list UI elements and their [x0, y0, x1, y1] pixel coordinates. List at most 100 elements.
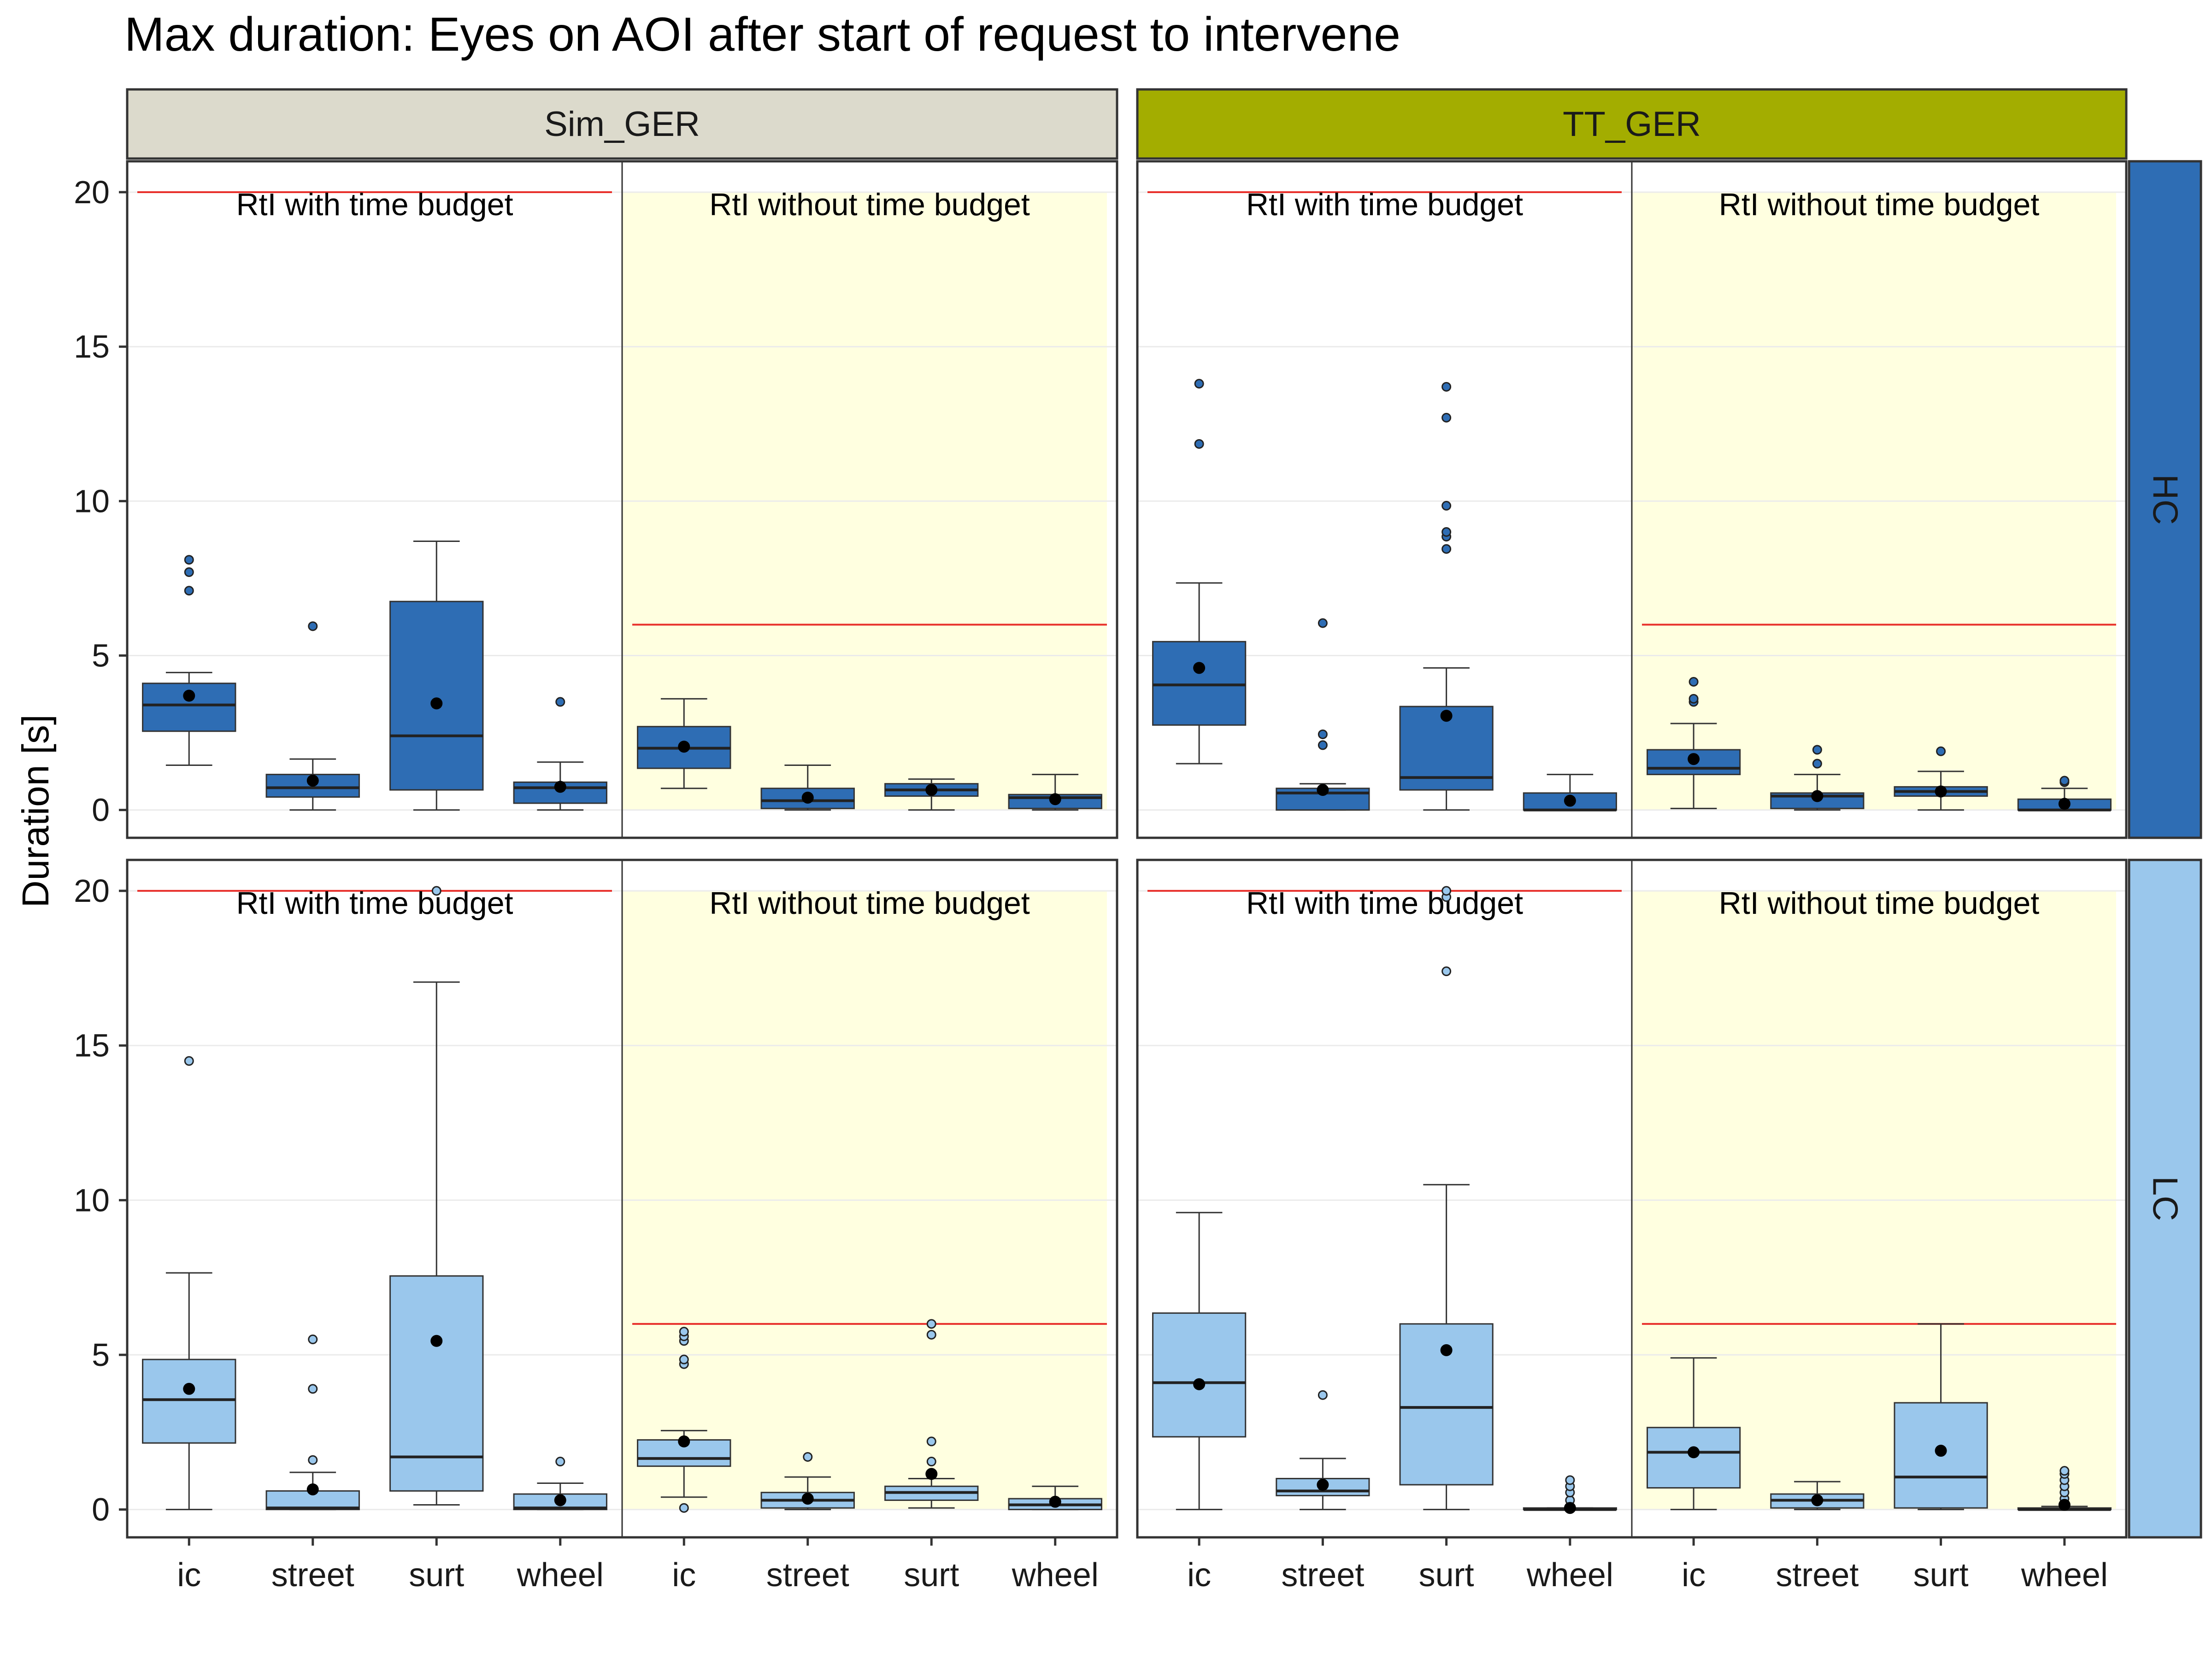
y-tick-label: 0	[92, 1492, 110, 1528]
chart-title: Max duration: Eyes on AOI after start of…	[124, 8, 1400, 61]
x-tick-label: street	[271, 1557, 354, 1594]
panel-border	[1136, 859, 2128, 1539]
mean-point	[1935, 785, 1947, 798]
mean-point	[2058, 798, 2071, 810]
iqr-box	[1152, 641, 1247, 726]
outlier-point	[1194, 439, 1204, 449]
y-tick-label: 0	[92, 792, 110, 828]
outlier-point	[431, 886, 441, 896]
x-tick-label: wheel	[517, 1557, 604, 1594]
mean-point	[1193, 1378, 1206, 1390]
outlier-point	[2059, 1466, 2070, 1476]
column-strip-label: TT_GER	[1563, 105, 1701, 144]
box-surt	[389, 886, 484, 1506]
outlier-point	[555, 1457, 565, 1467]
mean-point	[1317, 784, 1329, 796]
outlier-point	[1441, 412, 1452, 423]
outlier-point	[1688, 677, 1699, 687]
box-ic	[1152, 379, 1247, 765]
mean-point	[925, 784, 938, 796]
mean-point	[925, 1468, 938, 1480]
box-ic	[1647, 677, 1741, 809]
mean-point	[1811, 1494, 1824, 1506]
outlier-point	[926, 1436, 936, 1447]
box-surt	[884, 778, 979, 811]
x-tick-label: surt	[1913, 1557, 1969, 1594]
mean-point	[554, 781, 566, 793]
box-street	[1770, 1481, 1865, 1511]
column-strip	[126, 88, 1118, 160]
box-wheel	[2017, 776, 2112, 812]
mean-point	[1317, 1478, 1329, 1491]
condition-label: RtI without time budget	[709, 187, 1030, 222]
column-strip	[1136, 88, 2128, 160]
y-tick-label: 15	[74, 1028, 110, 1064]
row-strip	[2128, 859, 2202, 1539]
mean-point	[183, 1382, 195, 1395]
mean-point	[1688, 1446, 1700, 1459]
x-tick-label: surt	[904, 1557, 959, 1594]
box-wheel	[513, 697, 607, 811]
mean-point	[554, 1494, 566, 1506]
outlier-point	[926, 1457, 936, 1467]
iqr-box	[389, 600, 484, 791]
mean-point	[1564, 794, 1576, 807]
x-tick-label: ic	[177, 1557, 201, 1594]
outlier-point	[2059, 776, 2070, 786]
x-tick-label: ic	[1187, 1557, 1211, 1594]
box-wheel	[513, 1457, 607, 1511]
box-street	[265, 1334, 360, 1511]
outlier-point	[1441, 966, 1452, 977]
mean-point	[1688, 753, 1700, 765]
row-strip	[2128, 160, 2202, 839]
outlier-point	[1318, 1390, 1328, 1400]
x-tick-label: surt	[409, 1557, 464, 1594]
facet-subpanel: RtI with time budget	[1137, 886, 1632, 1514]
box-surt	[1894, 746, 1988, 811]
outlier-point	[1812, 759, 1822, 769]
outlier-point	[1318, 740, 1328, 750]
outlier-point	[679, 1503, 689, 1513]
box-ic	[142, 555, 236, 766]
outlier-point	[308, 1455, 318, 1465]
mean-point	[1049, 793, 1061, 806]
mean-point	[1440, 710, 1453, 722]
mean-point	[801, 791, 814, 804]
box-wheel	[1008, 1485, 1102, 1511]
facet-subpanel: RtI with time budget	[1137, 187, 1632, 812]
y-tick-label: 10	[74, 483, 110, 519]
x-tick-label: wheel	[1012, 1557, 1099, 1594]
box-surt	[1399, 886, 1494, 1511]
x-tick-label: wheel	[1526, 1557, 1613, 1594]
mean-point	[183, 689, 195, 702]
outlier-point	[308, 1384, 318, 1394]
mean-point	[1811, 790, 1824, 802]
x-tick-label: ic	[672, 1557, 696, 1594]
box-street	[1770, 745, 1865, 811]
condition-label: RtI without time budget	[1719, 187, 2040, 222]
mean-point	[306, 1483, 319, 1495]
mean-point	[430, 697, 443, 710]
mean-point	[1049, 1495, 1061, 1508]
plot-area: Sim_GER TT_GER HC LC 0 5 10 15 20 0 5 10 15 20 RtI wit…	[74, 88, 2202, 1594]
box-surt	[389, 540, 484, 811]
mean-point	[306, 774, 319, 787]
mean-point	[801, 1493, 814, 1505]
box-street	[760, 1452, 855, 1511]
box-ic	[637, 1327, 731, 1513]
mean-point	[430, 1335, 443, 1347]
condition-label: RtI with time budget	[1246, 886, 1523, 921]
mean-point	[678, 1435, 690, 1447]
condition-label: RtI without time budget	[709, 886, 1030, 921]
y-tick-label: 20	[74, 174, 110, 210]
x-tick-label: wheel	[2021, 1557, 2108, 1594]
iqr-box	[1152, 1312, 1247, 1438]
mean-point	[1193, 662, 1206, 674]
condition-label: RtI without time budget	[1719, 886, 2040, 921]
y-axis-title: Duration [s]	[15, 714, 57, 907]
outlier-point	[1318, 729, 1328, 739]
x-tick-label: street	[1776, 1557, 1859, 1594]
box-surt	[884, 1319, 979, 1509]
outlier-point	[1565, 1475, 1575, 1485]
